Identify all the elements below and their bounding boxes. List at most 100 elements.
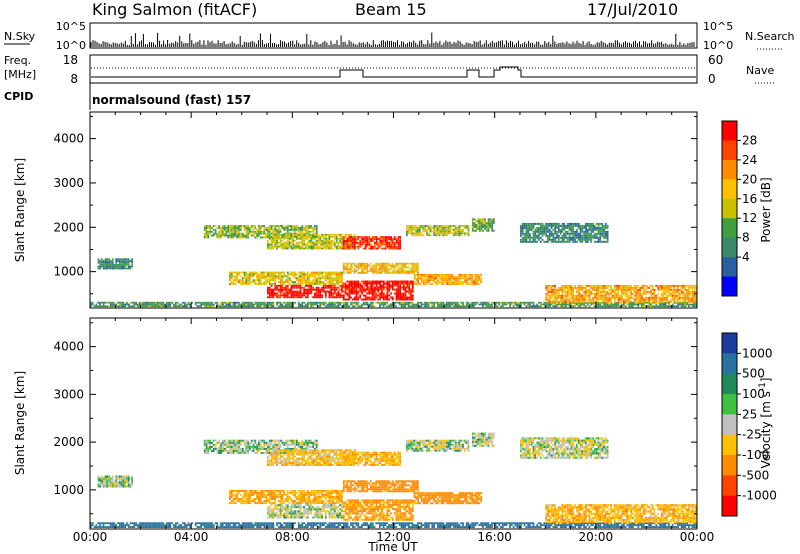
power-echo-cell <box>550 230 553 233</box>
power-echo-cell <box>350 290 352 293</box>
power-echo-cell <box>612 303 614 306</box>
velocity-echo-cell <box>160 526 163 528</box>
power-echo-cell <box>306 281 309 283</box>
power-echo-cell <box>384 268 387 271</box>
power-echo-cell <box>362 240 365 242</box>
power-echo-cell <box>279 233 282 236</box>
power-echo-cell <box>579 300 582 303</box>
power-echo-cell <box>335 292 338 295</box>
power-echo-cell <box>109 305 112 308</box>
power-echo-cell <box>409 232 412 235</box>
power-echo-cell <box>408 288 411 291</box>
power-echo-cell <box>238 301 240 304</box>
power-echo-cell <box>283 305 286 308</box>
power-echo-cell <box>662 296 665 299</box>
power-echo-cell <box>270 245 273 248</box>
power-echo-cell <box>478 218 481 221</box>
power-echo-cell <box>639 303 641 306</box>
nsky-panel-frame <box>89 22 698 49</box>
power-echo-cell <box>608 292 611 295</box>
power-echo-cell <box>317 301 320 304</box>
power-echo-cell <box>621 288 623 291</box>
y-tick-label: 4000 <box>53 132 84 146</box>
power-echo-cell <box>458 305 461 308</box>
power-echo-cell <box>532 230 535 233</box>
power-echo-cell <box>350 245 352 248</box>
power-echo-cell <box>659 303 661 306</box>
velocity-echo-cell <box>122 483 125 486</box>
power-echo-cell <box>295 227 298 229</box>
power-echo-cell <box>315 235 318 238</box>
power-echo-cell <box>586 232 589 235</box>
power-echo-cell <box>467 281 470 283</box>
power-echo-cell <box>301 243 304 246</box>
power-echo-cell <box>370 288 372 291</box>
power-echo-cell <box>460 305 463 308</box>
power-echo-cell <box>594 224 596 227</box>
power-echo-cell <box>295 237 298 240</box>
power-echo-cell <box>590 232 593 235</box>
power-echo-cell <box>572 288 575 291</box>
power-echo-cell <box>386 245 389 248</box>
power-echo-cell <box>599 232 602 235</box>
power-echo-cell <box>211 227 213 229</box>
power-echo-cell <box>447 225 450 227</box>
power-echo-cell <box>563 288 566 291</box>
power-echo-cell <box>404 305 407 308</box>
power-echo-cell <box>209 227 211 229</box>
power-echo-cell <box>415 234 417 237</box>
power-echo-cell <box>529 240 531 243</box>
power-echo-cell <box>619 301 622 304</box>
power-echo-cell <box>301 228 304 231</box>
power-echo-cell <box>402 272 405 274</box>
power-echo-cell <box>373 292 376 295</box>
power-echo-cell <box>637 290 640 293</box>
power-echo-cell <box>538 238 540 241</box>
power-echo-cell <box>330 233 333 236</box>
power-echo-cell <box>384 236 387 239</box>
velocity-echo-cell <box>200 522 202 525</box>
power-echo-cell <box>579 303 582 306</box>
power-echo-cell <box>541 222 544 225</box>
power-echo-cell <box>314 228 316 231</box>
power-echo-cell <box>211 301 213 304</box>
power-echo-cell <box>256 234 258 237</box>
power-echo-cell <box>458 273 461 276</box>
power-echo-cell <box>570 238 573 241</box>
power-echo-cell <box>361 303 363 306</box>
power-echo-cell <box>615 284 618 287</box>
power-echo-cell <box>337 273 340 276</box>
power-echo-cell <box>232 271 235 274</box>
power-echo-cell <box>574 232 576 235</box>
velocity-echo-cell <box>113 481 116 484</box>
power-echo-cell <box>384 240 387 242</box>
power-echo-cell <box>597 228 600 231</box>
power-echo-cell <box>583 303 585 306</box>
power-echo-cell <box>691 286 694 289</box>
power-echo-cell <box>368 305 370 308</box>
power-echo-cell <box>297 271 300 274</box>
power-echo-cell <box>382 247 385 250</box>
velocity-echo-cell <box>120 526 123 528</box>
power-echo-cell <box>317 239 320 242</box>
power-echo-cell <box>214 228 217 231</box>
power-echo-cell <box>205 234 208 237</box>
power-echo-cell <box>346 284 349 287</box>
velocity-echo-cell <box>209 526 211 528</box>
power-echo-cell <box>218 232 221 235</box>
power-echo-cell <box>104 305 107 308</box>
power-echo-cell <box>671 298 674 301</box>
power-echo-cell <box>274 286 277 289</box>
power-echo-cell <box>158 303 161 306</box>
power-echo-cell <box>350 288 352 291</box>
power-echo-cell <box>229 301 231 304</box>
power-echo-cell <box>576 294 578 297</box>
power-echo-cell <box>644 290 647 293</box>
power-echo-cell <box>444 303 446 306</box>
power-echo-cell <box>375 286 378 289</box>
power-echo-cell <box>390 296 392 299</box>
power-echo-cell <box>446 273 448 276</box>
power-echo-cell <box>106 263 109 266</box>
power-echo-cell <box>409 226 412 229</box>
power-echo-cell <box>133 301 136 304</box>
